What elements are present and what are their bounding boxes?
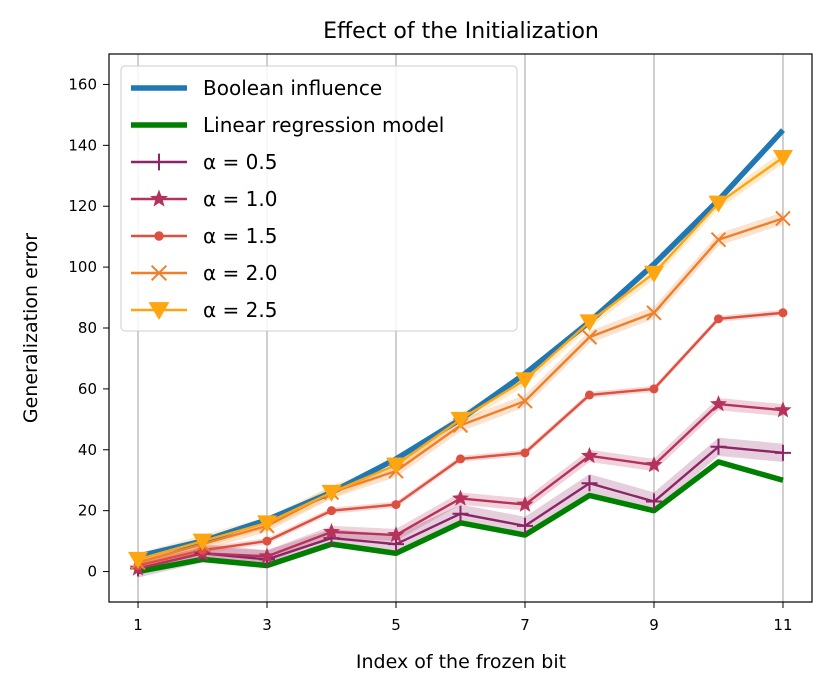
point-alpha-2-5 <box>450 411 471 429</box>
point-alpha-1-5 <box>262 536 272 546</box>
y-tick-label: 0 <box>87 563 97 581</box>
y-tick-label: 20 <box>78 502 97 520</box>
point-alpha-2-0 <box>646 305 662 321</box>
legend-label-linear-regression-model: Linear regression model <box>203 113 444 137</box>
point-alpha-1-5 <box>456 454 465 464</box>
point-alpha-2-5 <box>643 265 664 283</box>
point-alpha-2-5 <box>321 484 342 502</box>
y-tick-label: 140 <box>68 136 97 154</box>
y-tick-label: 160 <box>68 75 97 93</box>
legend-label-boolean-influence: Boolean influence <box>203 76 382 100</box>
y-tick-label: 40 <box>78 441 97 459</box>
point-alpha-1-0 <box>645 456 663 473</box>
point-alpha-2-5 <box>128 551 149 569</box>
legend: Boolean influence Linear regression model… <box>120 65 518 332</box>
point-alpha-2-5 <box>514 372 535 390</box>
point-alpha-1-0 <box>387 526 405 543</box>
chart-title: Effect of the Initialization <box>323 19 599 44</box>
legend-label-alpha-2-5: α = 2.5 <box>203 298 277 322</box>
x-tick-label: 1 <box>133 616 143 634</box>
point-alpha-0-5 <box>645 493 662 510</box>
point-alpha-2-0 <box>775 210 791 227</box>
point-alpha-2-5 <box>386 457 407 475</box>
point-alpha-2-5 <box>579 314 600 332</box>
point-alpha-0-5 <box>516 517 533 534</box>
point-alpha-1-0 <box>516 495 534 512</box>
legend-marker-alpha-1-0 <box>150 189 168 207</box>
x-tick-label: 9 <box>649 616 659 634</box>
y-tick-label: 60 <box>78 380 97 398</box>
x-axis: 1 3 5 7 9 11 <box>133 602 793 634</box>
point-alpha-2-5 <box>772 150 793 168</box>
point-alpha-0-5 <box>581 475 598 492</box>
point-alpha-1-0 <box>322 522 341 540</box>
point-alpha-1-0 <box>774 401 792 418</box>
legend-label-alpha-0-5: α = 0.5 <box>203 150 277 174</box>
point-alpha-2-5 <box>257 515 278 533</box>
x-tick-label: 7 <box>520 616 530 634</box>
point-alpha-1-0 <box>451 489 470 506</box>
x-tick-label: 3 <box>262 616 272 634</box>
legend-label-alpha-1-5: α = 1.5 <box>203 224 277 248</box>
point-alpha-1-5 <box>584 390 594 400</box>
point-alpha-0-5 <box>452 505 469 522</box>
legend-marker-alpha-0-5 <box>150 153 168 171</box>
point-alpha-1-0 <box>258 547 276 564</box>
line-linear-regression-model <box>137 459 784 575</box>
x-tick-label: 11 <box>773 616 792 634</box>
legend-marker-alpha-2-0 <box>150 264 168 282</box>
point-alpha-2-0 <box>581 329 598 345</box>
y-tick-label: 120 <box>68 197 97 215</box>
legend-box <box>120 65 518 332</box>
point-alpha-2-5 <box>192 533 213 551</box>
point-alpha-1-5 <box>649 384 659 394</box>
point-alpha-0-5 <box>774 444 791 461</box>
legend-marker-alpha-1-5 <box>154 231 164 241</box>
y-axis-label: Generalization error <box>20 233 42 423</box>
point-alpha-1-5 <box>520 448 530 458</box>
legend-label-alpha-1-0: α = 1.0 <box>203 187 277 211</box>
x-axis-label: Index of the frozen bit <box>356 651 566 673</box>
y-axis: 0 20 40 60 80 100 120 140 160 <box>68 75 109 581</box>
point-alpha-2-0 <box>517 393 533 409</box>
y-tick-label: 80 <box>78 319 97 337</box>
point-alpha-1-5 <box>391 500 401 510</box>
legend-label-alpha-2-0: α = 2.0 <box>203 261 277 285</box>
point-alpha-1-5 <box>778 308 788 318</box>
x-tick-label: 5 <box>391 616 401 634</box>
point-alpha-1-0 <box>709 395 728 412</box>
point-alpha-2-0 <box>710 232 727 248</box>
point-alpha-2-5 <box>708 195 729 213</box>
point-alpha-0-5 <box>710 438 727 455</box>
legend-marker-alpha-2-5 <box>148 302 170 320</box>
point-alpha-1-5 <box>713 314 723 324</box>
series-markers <box>128 150 793 577</box>
point-alpha-1-5 <box>327 506 337 516</box>
y-tick-label: 100 <box>68 258 97 276</box>
point-alpha-1-0 <box>580 446 599 464</box>
